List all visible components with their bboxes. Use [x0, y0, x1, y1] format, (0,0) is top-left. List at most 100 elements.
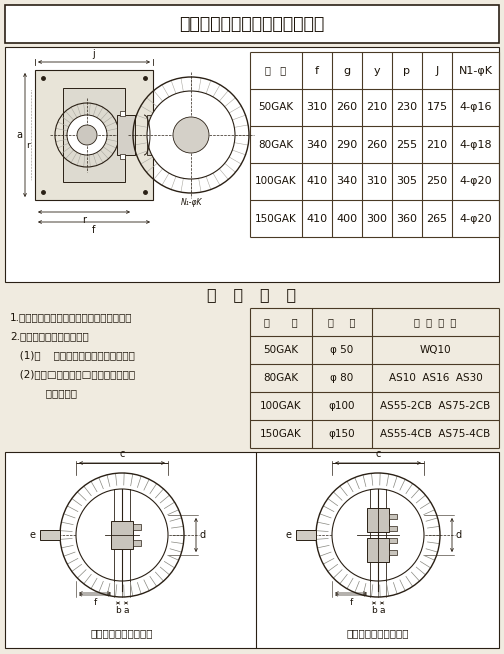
Circle shape — [77, 125, 97, 145]
Text: AS55-4CB  AS75-4CB: AS55-4CB AS75-4CB — [381, 429, 490, 439]
Text: 100GAK: 100GAK — [255, 177, 297, 186]
Text: N₁-φK: N₁-φK — [181, 198, 203, 207]
Text: 150GAK: 150GAK — [255, 213, 297, 224]
Text: p: p — [404, 65, 410, 75]
Text: a: a — [123, 606, 129, 615]
Text: 305: 305 — [397, 177, 417, 186]
Text: 底的高度。: 底的高度。 — [10, 388, 77, 398]
Text: φ150: φ150 — [329, 429, 355, 439]
Bar — [120, 154, 125, 159]
Bar — [389, 526, 397, 531]
Text: 255: 255 — [397, 139, 417, 150]
Circle shape — [147, 91, 235, 179]
Bar — [5, 5, 499, 43]
Text: y: y — [373, 65, 381, 75]
Text: 50GAK: 50GAK — [264, 345, 298, 355]
Text: 410: 410 — [306, 177, 328, 186]
Text: 265: 265 — [426, 213, 448, 224]
Text: f: f — [93, 598, 97, 607]
Text: d: d — [199, 530, 205, 540]
Text: AS55-2CB  AS75-2CB: AS55-2CB AS75-2CB — [381, 401, 490, 411]
Text: 4-φ18: 4-φ18 — [459, 139, 492, 150]
Circle shape — [332, 489, 424, 581]
Text: 210: 210 — [426, 139, 448, 150]
Text: 4-φ16: 4-φ16 — [459, 103, 492, 112]
Text: c: c — [119, 449, 124, 459]
Text: 400: 400 — [337, 213, 357, 224]
Text: 340: 340 — [306, 139, 328, 150]
Text: 50GAK: 50GAK — [259, 103, 293, 112]
Bar — [63, 88, 125, 182]
Text: 4-φ20: 4-φ20 — [459, 177, 492, 186]
Text: φ100: φ100 — [329, 401, 355, 411]
Text: 2.订货必须提供下列尺寸。: 2.订货必须提供下列尺寸。 — [10, 331, 89, 341]
Bar — [296, 530, 316, 540]
Text: 340: 340 — [337, 177, 357, 186]
Text: 150GAK: 150GAK — [260, 429, 302, 439]
Bar — [133, 524, 141, 530]
Bar — [5, 47, 499, 282]
Circle shape — [67, 115, 107, 155]
Circle shape — [173, 117, 209, 153]
Text: 十一、自稱底座螺栓预埋尺寸表: 十一、自稱底座螺栓预埋尺寸表 — [179, 15, 325, 33]
Bar — [147, 115, 153, 155]
Text: 双导轨单泵排水平面图: 双导轨单泵排水平面图 — [91, 628, 153, 638]
Text: WQ10: WQ10 — [420, 345, 451, 355]
Text: 310: 310 — [306, 103, 328, 112]
Text: e: e — [29, 530, 35, 540]
Text: 4-φ20: 4-φ20 — [459, 213, 492, 224]
Bar — [40, 530, 60, 540]
Text: φ 50: φ 50 — [331, 345, 354, 355]
Text: 型       号: 型 号 — [264, 317, 298, 327]
Text: b: b — [115, 606, 121, 615]
Text: AS10  AS16  AS30: AS10 AS16 AS30 — [389, 373, 482, 383]
Text: a: a — [16, 130, 22, 140]
Bar — [35, 70, 153, 200]
Text: N1-φK: N1-φK — [459, 65, 492, 75]
Text: 型   号: 型 号 — [266, 65, 287, 75]
Text: 1.根据排污泵的出口直径，确定选用型号。: 1.根据排污泵的出口直径，确定选用型号。 — [10, 312, 133, 322]
Text: Z: Z — [380, 494, 387, 504]
Text: f: f — [349, 598, 353, 607]
Text: 260: 260 — [337, 103, 357, 112]
Bar — [367, 508, 389, 532]
Text: 290: 290 — [336, 139, 358, 150]
Text: 230: 230 — [397, 103, 417, 112]
Text: 260: 260 — [366, 139, 388, 150]
Text: f: f — [315, 65, 319, 75]
Text: 80GAK: 80GAK — [259, 139, 293, 150]
Text: f: f — [92, 225, 96, 235]
Text: 100GAK: 100GAK — [260, 401, 302, 411]
Text: J: J — [435, 65, 438, 75]
Bar — [389, 514, 397, 519]
Bar — [367, 538, 389, 562]
Text: (1)池    深：池的下底至上底的高度。: (1)池 深：池的下底至上底的高度。 — [10, 350, 135, 360]
Text: 310: 310 — [366, 177, 388, 186]
Text: r: r — [26, 141, 30, 150]
Text: j: j — [93, 49, 95, 59]
Bar — [120, 111, 125, 116]
Text: 适  用  产  品: 适 用 产 品 — [414, 317, 457, 327]
Bar — [389, 550, 397, 555]
Text: 210: 210 — [366, 103, 388, 112]
Text: 管     径: 管 径 — [328, 317, 356, 327]
Text: d: d — [455, 530, 461, 540]
Text: (2)出水□高：出水□中心线至池的下: (2)出水□高：出水□中心线至池的下 — [10, 369, 135, 379]
Text: r: r — [82, 215, 86, 225]
Bar — [111, 521, 133, 549]
Text: 360: 360 — [397, 213, 417, 224]
Bar — [133, 540, 141, 546]
Text: c: c — [375, 449, 381, 459]
Text: g: g — [343, 65, 351, 75]
Text: Z: Z — [124, 494, 131, 504]
Text: e: e — [285, 530, 291, 540]
Bar — [117, 115, 135, 155]
Bar — [5, 452, 499, 648]
Text: 410: 410 — [306, 213, 328, 224]
Text: 选   用   说   明: 选 用 说 明 — [208, 288, 296, 303]
Bar — [389, 538, 397, 543]
Text: 300: 300 — [366, 213, 388, 224]
Text: φ 80: φ 80 — [331, 373, 354, 383]
Text: b: b — [371, 606, 377, 615]
Text: 175: 175 — [426, 103, 448, 112]
